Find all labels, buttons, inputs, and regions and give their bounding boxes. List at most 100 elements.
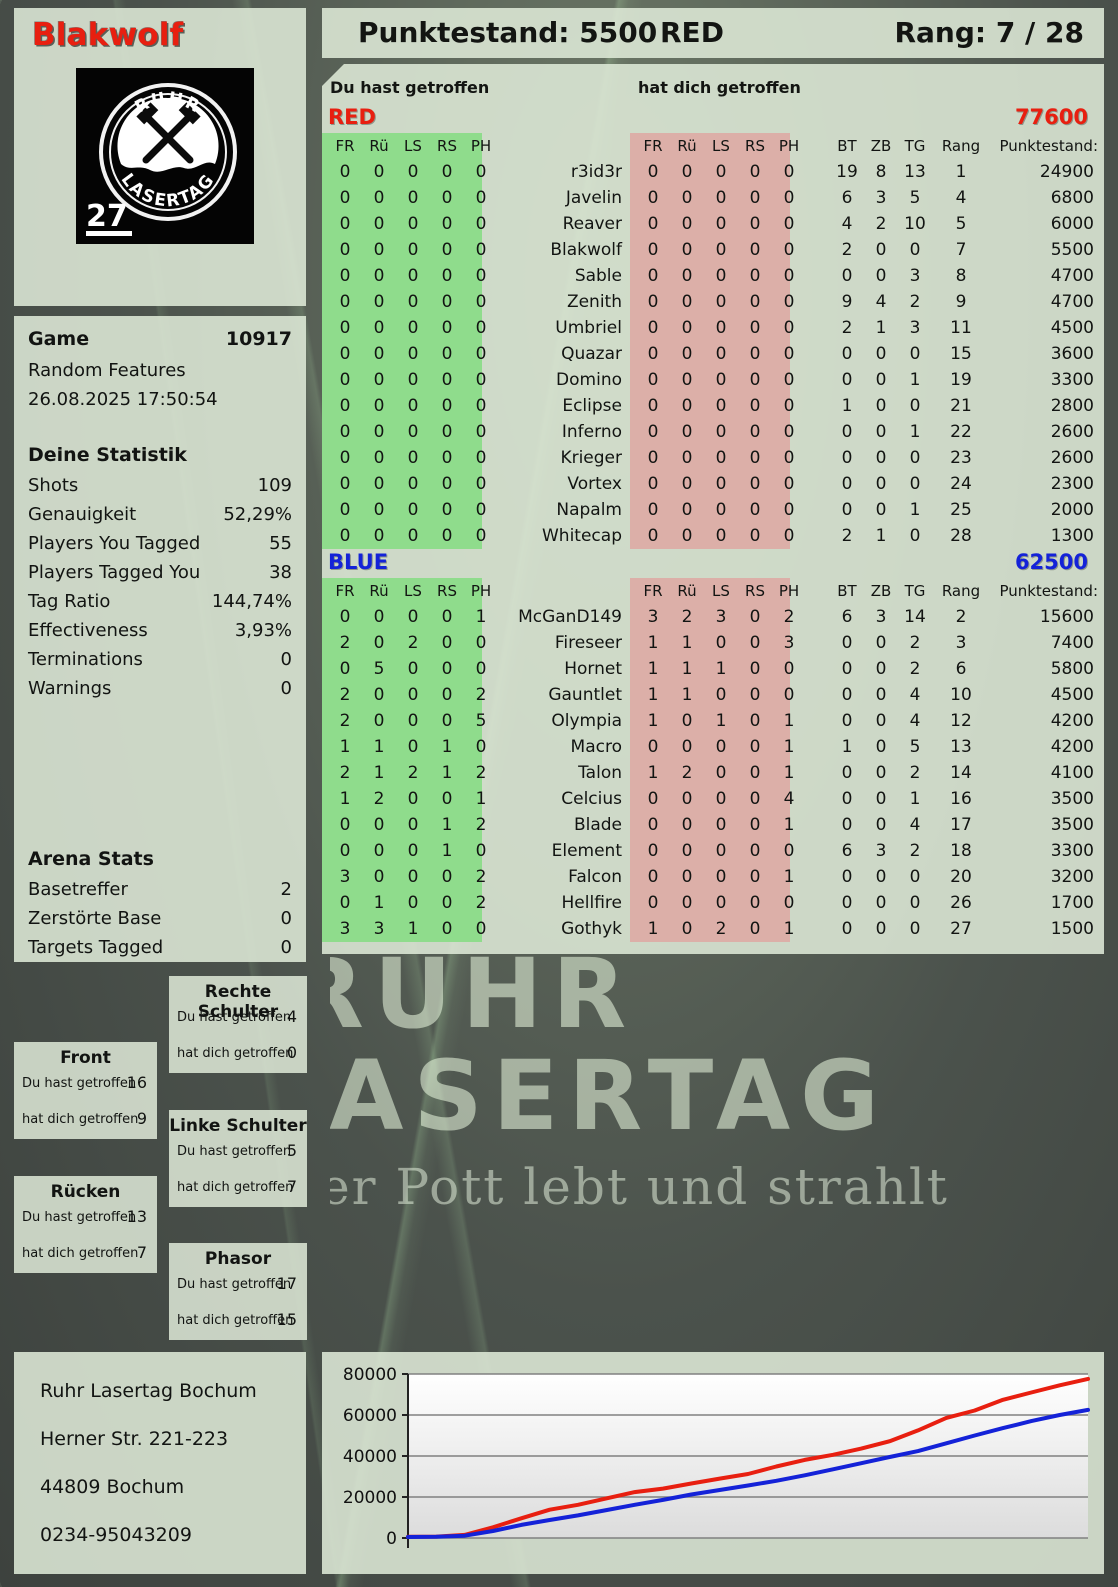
cell-them-FR: 0: [647, 188, 659, 208]
player-name: Napalm: [556, 500, 622, 520]
y-tick-label: 0: [386, 1529, 397, 1549]
player-name: Reaver: [562, 214, 622, 234]
cell-you-PH: 5: [475, 711, 487, 731]
bodypart-box-ruecken: Rücken Du hast getroffen 13 hat dich getrof…: [14, 1176, 157, 1273]
cell-TG: 3: [909, 266, 921, 286]
bodypart-box-phasor: Phasor Du hast getroffen 17 hat dich getrof…: [169, 1243, 307, 1340]
cell-points: 4700: [1050, 292, 1094, 312]
your-stat-row: Genauigkeit 52,29%: [14, 502, 306, 531]
cell-them-LS: 0: [715, 893, 727, 913]
col-header-Rang: Rang: [941, 582, 981, 600]
table-row[interactable]: 0 0 0 0 0 Whitecap 0 0 0 0 0 2 1 0 28 1300: [322, 523, 1104, 549]
player-name: Eclipse: [562, 396, 622, 416]
cell-them-PH: 1: [783, 867, 795, 887]
bodypart-title: Front: [60, 1048, 111, 1068]
cell-Rang: 17: [950, 815, 972, 835]
cell-them-PH: 0: [783, 659, 795, 679]
cell-you-RS: 0: [441, 396, 453, 416]
highlight-band-you-hit: [322, 133, 482, 549]
table-row[interactable]: 3 3 1 0 0 Gothyk 1 0 2 0 1 0 0 0 27 1500: [322, 916, 1104, 942]
cell-Rang: 25: [950, 500, 972, 520]
table-row[interactable]: 0 0 0 0 0 Javelin 0 0 0 0 0 6 3 5 4 6800: [322, 185, 1104, 211]
cell-TG: 0: [909, 919, 921, 939]
table-row[interactable]: 0 5 0 0 0 Hornet 1 1 1 0 0 0 0 2 6 5800: [322, 656, 1104, 682]
cell-them-RS: 0: [749, 318, 761, 338]
cell-you-Rü: 0: [373, 292, 385, 312]
table-row[interactable]: 0 1 0 0 2 Hellfire 0 0 0 0 0 0 0 0 26 1700: [322, 890, 1104, 916]
table-row[interactable]: 0 0 0 0 0 Inferno 0 0 0 0 0 0 0 1 22 2600: [322, 419, 1104, 445]
table-row[interactable]: 0 0 0 0 0 Umbriel 0 0 0 0 0 2 1 3 11 4500: [322, 315, 1104, 341]
team-name: RED: [328, 105, 376, 129]
cell-TG: 14: [904, 607, 926, 627]
cell-ZB: 0: [875, 500, 887, 520]
table-row[interactable]: 0 0 0 0 0 Blakwolf 0 0 0 0 0 2 0 0 7 5500: [322, 237, 1104, 263]
cell-them-LS: 0: [715, 370, 727, 390]
table-row[interactable]: 0 0 0 0 0 r3id3r 0 0 0 0 0 19 8 13 1 24900: [322, 159, 1104, 185]
player-name: Hellfire: [561, 893, 622, 913]
cell-TG: 4: [909, 685, 921, 705]
cell-them-LS: 3: [715, 607, 727, 627]
cell-BT: 6: [841, 841, 853, 861]
table-row[interactable]: 0 0 0 0 0 Eclipse 0 0 0 0 0 1 0 0 21 2800: [322, 393, 1104, 419]
table-row[interactable]: 2 1 2 1 2 Talon 1 2 0 0 1 0 0 2 14 4100: [322, 760, 1104, 786]
cell-them-FR: 0: [647, 370, 659, 390]
your-stat-label: Warnings: [28, 678, 112, 699]
cell-them-RS: 0: [749, 659, 761, 679]
cell-BT: 0: [841, 474, 853, 494]
table-row[interactable]: 2 0 0 0 2 Gauntlet 1 1 0 0 0 0 0 4 10 4500: [322, 682, 1104, 708]
cell-you-FR: 0: [339, 292, 351, 312]
page-title: Blakwolf: [32, 17, 184, 53]
table-row[interactable]: 0 0 0 1 2 Blade 0 0 0 0 1 0 0 4 17 3500: [322, 812, 1104, 838]
cell-points: 24900: [1039, 162, 1094, 182]
cell-them-Rü: 0: [681, 841, 693, 861]
bodypart-gothit-label: hat dich getroffen: [22, 1246, 139, 1261]
cell-you-PH: 0: [475, 474, 487, 494]
cell-you-FR: 0: [339, 162, 351, 182]
cell-ZB: 1: [875, 318, 887, 338]
table-row[interactable]: 1 1 0 1 0 Macro 0 0 0 0 1 1 0 5 13 4200: [322, 734, 1104, 760]
cell-BT: 1: [841, 396, 853, 416]
bodypart-hit-value: 5: [286, 1141, 297, 1160]
table-row[interactable]: 1 2 0 0 1 Celcius 0 0 0 0 4 0 0 1 16 3500: [322, 786, 1104, 812]
cell-them-LS: 0: [715, 500, 727, 520]
your-stat-label: Genauigkeit: [28, 504, 137, 525]
arena-stat-value: 0: [280, 908, 292, 929]
table-row[interactable]: 0 0 0 0 0 Vortex 0 0 0 0 0 0 0 0 24 2300: [322, 471, 1104, 497]
cell-them-LS: 0: [715, 789, 727, 809]
bodypart-gothit-label: hat dich getroffen: [177, 1046, 294, 1061]
cell-them-Rü: 0: [681, 188, 693, 208]
bodypart-gothit-value: 0: [286, 1043, 297, 1062]
your-stat-row: Players You Tagged 55: [14, 531, 306, 560]
table-row[interactable]: 0 0 0 0 0 Domino 0 0 0 0 0 0 0 1 19 3300: [322, 367, 1104, 393]
cell-ZB: 1: [875, 526, 887, 546]
cell-ZB: 3: [875, 841, 887, 861]
table-row[interactable]: 2 0 0 0 5 Olympia 1 0 1 0 1 0 0 4 12 4200: [322, 708, 1104, 734]
table-row[interactable]: 0 0 0 0 0 Reaver 0 0 0 0 0 4 2 10 5 6000: [322, 211, 1104, 237]
table-row[interactable]: 0 0 0 0 0 Krieger 0 0 0 0 0 0 0 0 23 2600: [322, 445, 1104, 471]
cell-you-LS: 0: [407, 214, 419, 234]
cell-ZB: 0: [875, 370, 887, 390]
team-total-score: 62500: [1014, 550, 1088, 574]
cell-you-Rü: 0: [373, 815, 385, 835]
cell-them-FR: 0: [647, 867, 659, 887]
table-row[interactable]: 0 0 0 0 0 Zenith 0 0 0 0 0 9 4 2 9 4700: [322, 289, 1104, 315]
cell-Rang: 11: [950, 318, 972, 338]
table-row[interactable]: 2 0 2 0 0 Fireseer 1 1 0 0 3 0 0 2 3 7400: [322, 630, 1104, 656]
table-row[interactable]: 0 0 0 0 0 Napalm 0 0 0 0 0 0 0 1 25 2000: [322, 497, 1104, 523]
table-row[interactable]: 0 0 0 0 0 Quazar 0 0 0 0 0 0 0 0 15 3600: [322, 341, 1104, 367]
cell-them-Rü: 0: [681, 789, 693, 809]
cell-TG: 0: [909, 396, 921, 416]
cell-them-FR: 0: [647, 422, 659, 442]
cell-you-Rü: 1: [373, 893, 385, 913]
player-name: McGanD149: [518, 607, 622, 627]
table-row[interactable]: 0 0 0 1 0 Element 0 0 0 0 0 6 3 2 18 3300: [322, 838, 1104, 864]
table-row[interactable]: 0 0 0 0 0 Sable 0 0 0 0 0 0 0 3 8 4700: [322, 263, 1104, 289]
player-name: Sable: [574, 266, 622, 286]
cell-points: 6000: [1050, 214, 1094, 234]
table-row[interactable]: 3 0 0 0 2 Falcon 0 0 0 0 1 0 0 0 20 3200: [322, 864, 1104, 890]
player-name: Fireseer: [554, 633, 622, 653]
cell-TG: 1: [909, 370, 921, 390]
cell-them-Rü: 1: [681, 685, 693, 705]
table-row[interactable]: 0 0 0 0 1 McGanD149 3 2 3 0 2 6 3 14 2 15600: [322, 604, 1104, 630]
svg-text:LASERTAG: LASERTAG: [117, 170, 220, 212]
